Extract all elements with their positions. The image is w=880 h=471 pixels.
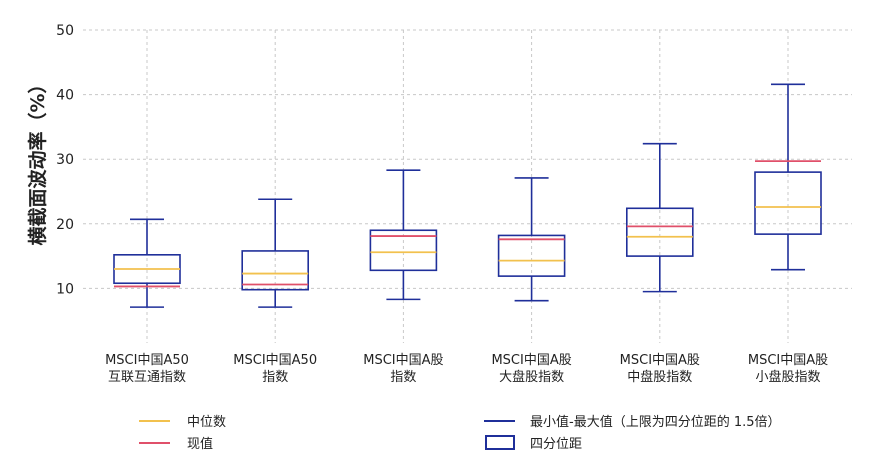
category-label: 大盘股指数 bbox=[499, 369, 564, 385]
iqr-box bbox=[497, 234, 566, 277]
box-group bbox=[369, 169, 438, 301]
legend: 中位数 现值 最小值-最大值（上限为四分位距的 1.5倍） 四分位距 bbox=[139, 414, 781, 452]
grid-layer bbox=[83, 29, 852, 343]
legend-current-label: 现值 bbox=[187, 436, 213, 452]
legend-median-label: 中位数 bbox=[187, 415, 226, 430]
category-label: MSCI中国A50 bbox=[105, 353, 189, 368]
category-label: MSCI中国A股 bbox=[620, 353, 700, 368]
legend-whisker-label: 最小值-最大值（上限为四分位距的 1.5倍） bbox=[530, 414, 781, 430]
category-label: MSCI中国A股 bbox=[748, 353, 828, 368]
category-label: 指数 bbox=[262, 370, 288, 385]
iqr-box bbox=[241, 250, 309, 291]
category-label: 小盘股指数 bbox=[755, 369, 820, 385]
y-axis-label: 横截面波动率（%） bbox=[26, 74, 49, 245]
y-tick-label: 40 bbox=[56, 88, 74, 104]
iqr-box bbox=[625, 207, 694, 257]
category-label: 互联互通指数 bbox=[108, 370, 186, 385]
box-group bbox=[241, 198, 309, 308]
y-tick-label: 10 bbox=[56, 281, 74, 297]
category-label: MSCI中国A50 bbox=[233, 353, 317, 368]
box-group bbox=[497, 177, 566, 302]
category-label: MSCI中国A股 bbox=[491, 353, 571, 368]
category-label: 指数 bbox=[390, 370, 416, 385]
category-label: 中盘股指数 bbox=[627, 369, 692, 385]
legend-iqr-swatch bbox=[485, 435, 515, 450]
iqr-box bbox=[754, 171, 822, 235]
box-group bbox=[113, 218, 181, 308]
y-axis-ticks: 10 20 30 40 50 bbox=[56, 23, 74, 297]
legend-iqr-label: 四分位距 bbox=[530, 437, 582, 452]
category-labels: MSCI中国A50互联互通指数MSCI中国A50指数MSCI中国A股指数MSCI… bbox=[105, 353, 828, 385]
y-tick-label: 20 bbox=[56, 217, 74, 233]
y-tick-label: 30 bbox=[56, 152, 74, 168]
iqr-box bbox=[369, 229, 438, 272]
category-label: MSCI中国A股 bbox=[363, 353, 443, 368]
box-layer bbox=[113, 83, 822, 308]
box-group bbox=[754, 83, 822, 271]
box-group bbox=[625, 142, 694, 293]
y-tick-label: 50 bbox=[56, 23, 74, 39]
